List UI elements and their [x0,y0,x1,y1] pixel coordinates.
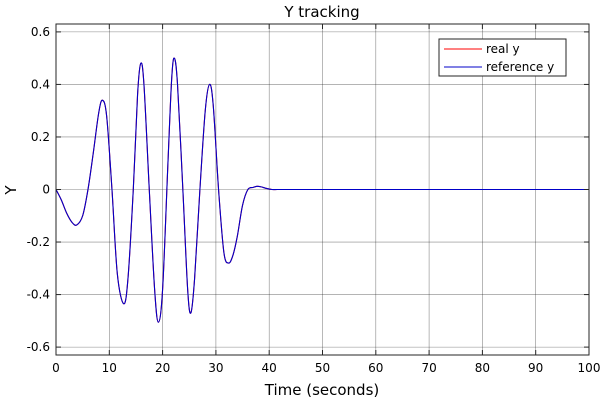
x-tick-label: 70 [421,361,436,375]
chart-title: Y tracking [283,3,359,21]
y-tick-label: 0.6 [31,25,50,39]
x-axis-title: Time (seconds) [264,381,380,399]
y-tick-label: -0.6 [27,340,50,354]
y-tick-label: 0 [42,183,50,197]
y-tick-label: 0.4 [31,77,50,91]
x-tick-label: 0 [52,361,60,375]
series-layer [55,57,589,323]
x-tick-label: 50 [315,361,330,375]
legend-box [438,38,567,77]
series-line-reference-y [55,57,589,323]
x-tick-label: 40 [262,361,277,375]
x-tick-label: 80 [475,361,490,375]
x-tick-label: 20 [155,361,170,375]
y-tick-label: 0.2 [31,130,50,144]
x-tick-label: 30 [208,361,223,375]
y-axis-title: Y [2,185,20,196]
legend-label-real-y: real y [486,42,520,56]
x-tick-label: 90 [528,361,543,375]
y-tick-label: -0.2 [27,235,50,249]
x-tick-label: 100 [578,361,601,375]
x-tick-label: 10 [102,361,117,375]
y-tick-label: -0.4 [27,288,50,302]
x-tick-label: 60 [368,361,383,375]
legend-label-reference-y: reference y [486,60,554,74]
legend: real y reference y [438,38,567,77]
axis-ticks: 0 10 20 30 40 50 60 70 80 90 100 0.6 0.4 0.2 0 -0.2 -0.4… [27,24,601,375]
